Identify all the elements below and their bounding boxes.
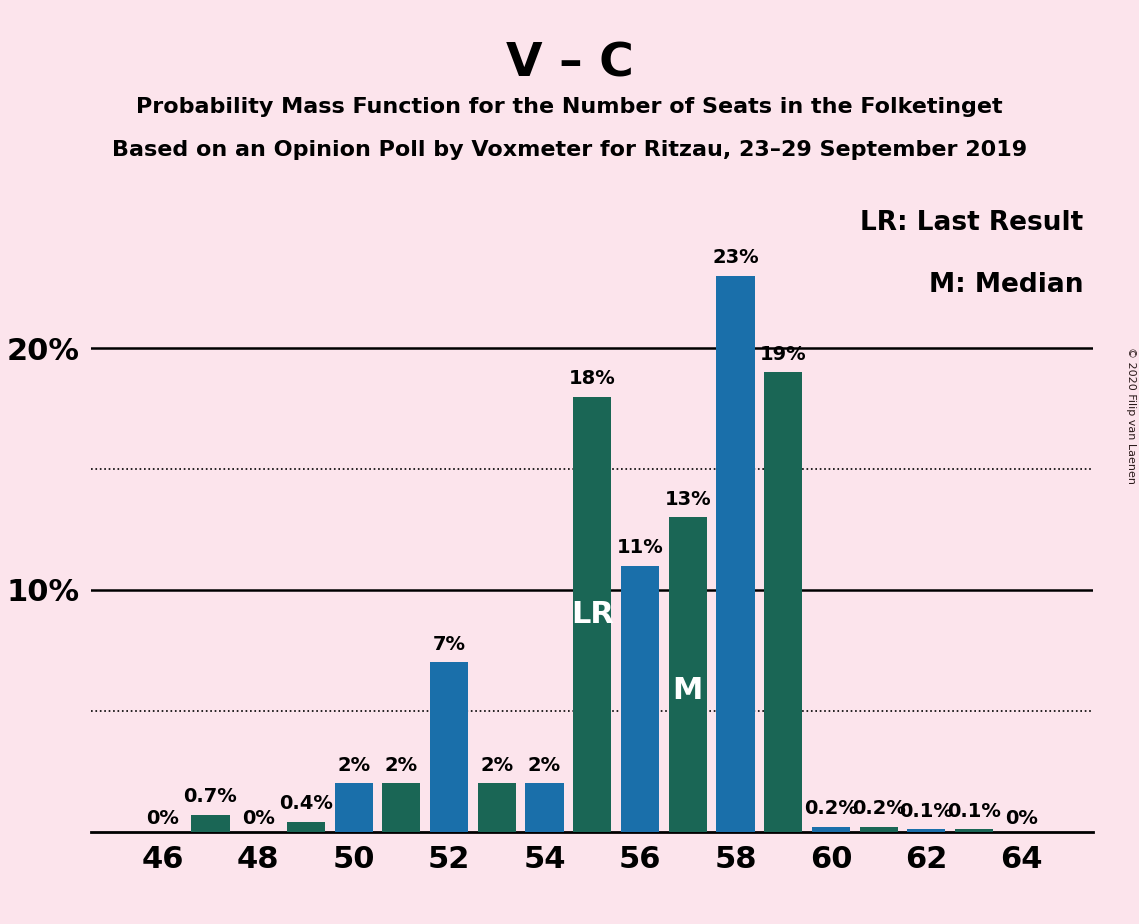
Text: M: Median: M: Median <box>929 273 1083 298</box>
Text: M: M <box>672 675 703 705</box>
Text: 23%: 23% <box>712 249 759 267</box>
Bar <box>860 827 898 832</box>
Text: 2%: 2% <box>481 756 514 775</box>
Text: 0.7%: 0.7% <box>183 787 237 807</box>
Text: 0.2%: 0.2% <box>804 799 858 819</box>
Text: 0.4%: 0.4% <box>279 795 333 813</box>
Text: © 2020 Filip van Laenen: © 2020 Filip van Laenen <box>1126 347 1136 484</box>
Bar <box>477 784 516 832</box>
Bar <box>383 784 420 832</box>
Text: 0%: 0% <box>1006 809 1039 828</box>
Text: 11%: 11% <box>616 539 663 557</box>
Text: LR: LR <box>571 600 614 628</box>
Text: 19%: 19% <box>760 345 806 364</box>
Text: 2%: 2% <box>385 756 418 775</box>
Text: Probability Mass Function for the Number of Seats in the Folketinget: Probability Mass Function for the Number… <box>137 97 1002 117</box>
Bar <box>191 815 230 832</box>
Text: 2%: 2% <box>337 756 370 775</box>
Text: LR: Last Result: LR: Last Result <box>860 210 1083 236</box>
Bar <box>525 784 564 832</box>
Text: Based on an Opinion Poll by Voxmeter for Ritzau, 23–29 September 2019: Based on an Opinion Poll by Voxmeter for… <box>112 140 1027 161</box>
Bar <box>287 822 325 832</box>
Text: 0.1%: 0.1% <box>900 802 953 821</box>
Text: 0.2%: 0.2% <box>852 799 906 819</box>
Bar <box>764 372 802 832</box>
Bar <box>954 829 993 832</box>
Text: 13%: 13% <box>664 490 711 509</box>
Text: 2%: 2% <box>528 756 562 775</box>
Text: 7%: 7% <box>433 635 466 654</box>
Text: 0%: 0% <box>241 809 274 828</box>
Bar <box>716 275 754 832</box>
Bar <box>812 827 850 832</box>
Text: 0.1%: 0.1% <box>948 802 1001 821</box>
Text: 0%: 0% <box>146 809 179 828</box>
Text: 18%: 18% <box>568 370 616 388</box>
Bar <box>908 829 945 832</box>
Bar <box>669 517 707 832</box>
Bar <box>431 663 468 832</box>
Bar <box>335 784 372 832</box>
Text: V – C: V – C <box>506 42 633 87</box>
Bar <box>573 396 612 832</box>
Bar <box>621 565 659 832</box>
